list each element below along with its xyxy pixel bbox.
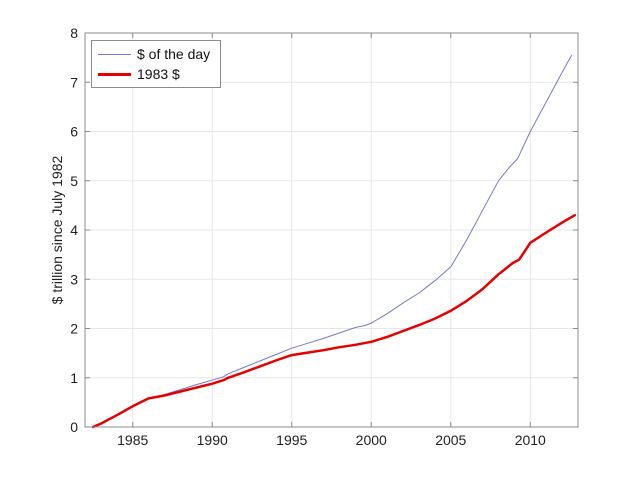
y-tick-label: 8 bbox=[70, 25, 78, 41]
legend-item-nominal: $ of the day bbox=[98, 46, 210, 62]
y-tick-label: 4 bbox=[70, 222, 78, 238]
x-tick-label: 2000 bbox=[356, 432, 387, 448]
y-tick-label: 3 bbox=[70, 271, 78, 287]
y-tick-label: 1 bbox=[70, 370, 78, 386]
series-line-real bbox=[91, 213, 577, 429]
y-tick-label: 5 bbox=[70, 173, 78, 189]
legend-line-sample-blue bbox=[98, 53, 131, 55]
legend-item-real: 1983 $ bbox=[98, 66, 210, 82]
y-tick-label: 6 bbox=[70, 124, 78, 140]
series-line-nominal bbox=[92, 54, 573, 428]
x-tick-label: 1985 bbox=[117, 432, 148, 448]
legend: $ of the day 1983 $ bbox=[91, 40, 222, 88]
x-tick-label: 1990 bbox=[197, 432, 228, 448]
x-tick-label: 2005 bbox=[435, 432, 466, 448]
y-tick-label: 0 bbox=[70, 419, 78, 435]
y-tick-label: 7 bbox=[70, 74, 78, 90]
x-tick-label: 2010 bbox=[515, 432, 546, 448]
x-tick-label: 1995 bbox=[276, 432, 307, 448]
legend-line-sample-red bbox=[98, 72, 131, 76]
legend-label-nominal: $ of the day bbox=[137, 46, 211, 62]
y-axis-title: $ trillion since July 1982 bbox=[49, 155, 65, 305]
legend-label-real: 1983 $ bbox=[137, 66, 180, 82]
y-tick-label: 2 bbox=[70, 321, 78, 337]
